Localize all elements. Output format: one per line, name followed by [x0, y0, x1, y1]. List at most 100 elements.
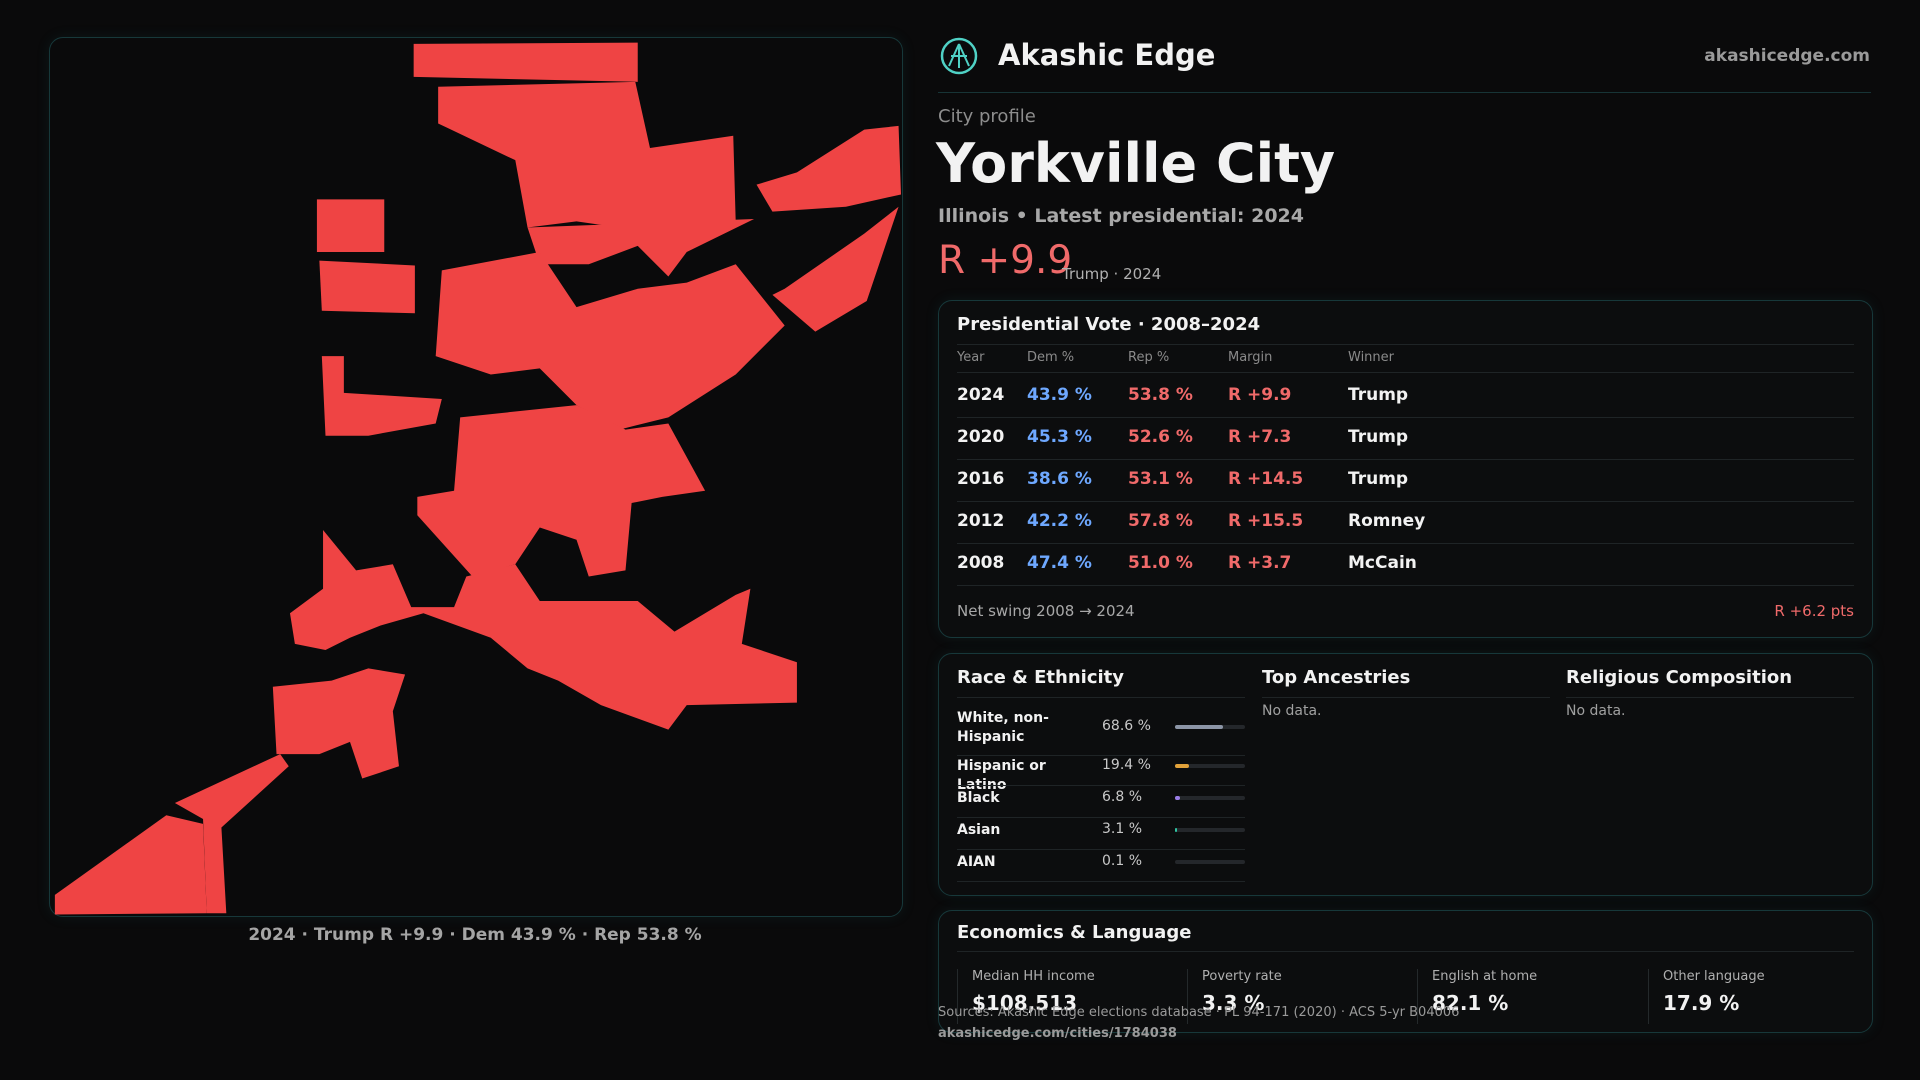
- cell: 57.8 %: [1128, 511, 1193, 531]
- cell: Romney: [1348, 511, 1426, 531]
- race-name: Black: [957, 790, 1000, 806]
- stat-label: English at home: [1432, 969, 1538, 984]
- vote-title: Presidential Vote · 2008–2024: [957, 314, 1261, 335]
- bar-track: [1175, 828, 1245, 832]
- stat-value: 17.9 %: [1663, 991, 1740, 1015]
- bar: [1175, 725, 1224, 729]
- vote-panel: Presidential Vote · 2008–2024 Year Dem % R…: [938, 300, 1873, 638]
- cell: 52.6 %: [1128, 427, 1193, 447]
- rule: [957, 881, 1245, 882]
- cell: 53.8 %: [1128, 385, 1193, 405]
- econ-title: Economics & Language: [957, 922, 1192, 943]
- ancestries-empty: No data.: [1262, 703, 1322, 719]
- precinct: [272, 668, 406, 779]
- rule: [957, 849, 1245, 850]
- cell: Trump: [1348, 469, 1409, 489]
- column-header: Year: [957, 350, 985, 365]
- cell: 43.9 %: [1027, 385, 1092, 405]
- precinct: [316, 199, 385, 253]
- logo: [940, 37, 978, 75]
- race-name: White, non-Hispanic: [957, 710, 1049, 745]
- cell: 51.0 %: [1128, 553, 1193, 573]
- source-url: akashicedge.com/cities/1784038: [938, 1026, 1177, 1041]
- stat-divider: [957, 969, 958, 1024]
- stat-divider: [1187, 969, 1188, 1024]
- column-header: Margin: [1228, 350, 1273, 365]
- cell: McCain: [1348, 553, 1417, 573]
- precinct: [438, 81, 736, 234]
- site: akashicedge.com: [1704, 46, 1870, 66]
- bar-track: [1175, 860, 1245, 864]
- precinct: [417, 405, 706, 577]
- cell: 53.1 %: [1128, 469, 1193, 489]
- cell: 2016: [957, 469, 1005, 489]
- stat-label: Median HH income: [972, 969, 1095, 984]
- cell: 45.3 %: [1027, 427, 1092, 447]
- stat-divider: [1417, 969, 1418, 1024]
- rule: [957, 755, 1245, 756]
- bar-track: [1175, 796, 1245, 800]
- demographics-panel: Race & Ethnicity White, non-Hispanic 68.6…: [938, 653, 1873, 896]
- cell: R +7.3: [1228, 427, 1292, 447]
- race-title: Race & Ethnicity: [957, 667, 1124, 688]
- cell: 42.2 %: [1027, 511, 1092, 531]
- cell: 2012: [957, 511, 1005, 531]
- race-value: 6.8 %: [1102, 789, 1143, 805]
- rule: [957, 459, 1854, 460]
- precinct: [54, 815, 207, 915]
- cell: 2020: [957, 427, 1005, 447]
- city-title: Yorkville City: [936, 132, 1336, 195]
- rule: [957, 697, 1245, 698]
- economics-panel: Economics & Language Median HH income $10…: [938, 910, 1873, 1033]
- stat-label: Poverty rate: [1202, 969, 1282, 984]
- race-value: 0.1 %: [1102, 853, 1143, 869]
- cell: R +9.9: [1228, 385, 1292, 405]
- rule: [1566, 697, 1854, 698]
- precinct: [319, 260, 415, 314]
- margin-note: Trump · 2024: [1062, 265, 1162, 283]
- precinct: [174, 754, 289, 914]
- bar-track: [1175, 764, 1245, 768]
- race-name: Asian: [957, 822, 1001, 838]
- precinct: [321, 356, 442, 436]
- stat-label: Other language: [1663, 969, 1765, 984]
- bar: [1175, 764, 1189, 768]
- header-rule: [938, 92, 1871, 93]
- column-header: Winner: [1348, 350, 1395, 365]
- brand: Akashic Edge: [998, 38, 1216, 72]
- cell: R +15.5: [1228, 511, 1304, 531]
- kicker: City profile: [938, 106, 1036, 127]
- cell: 2024: [957, 385, 1005, 405]
- map-panel: [49, 37, 903, 917]
- rule: [1262, 697, 1550, 698]
- rule: [957, 785, 1245, 786]
- cell: R +3.7: [1228, 553, 1292, 573]
- bar: [1175, 828, 1178, 832]
- cell: Trump: [1348, 427, 1409, 447]
- column-header: Dem %: [1027, 350, 1075, 365]
- rule: [957, 585, 1854, 586]
- cell: 2008: [957, 553, 1005, 573]
- religion-title: Religious Composition: [1566, 667, 1793, 688]
- cell: 47.4 %: [1027, 553, 1092, 573]
- subtitle: Illinois • Latest presidential: 2024: [938, 205, 1305, 227]
- cell: R +14.5: [1228, 469, 1304, 489]
- sources: Sources: Akashic Edge elections database…: [938, 1005, 1460, 1020]
- precinct: [772, 206, 899, 332]
- precinct: [289, 529, 797, 730]
- precinct: [756, 125, 902, 212]
- religion-empty: No data.: [1566, 703, 1626, 719]
- map-caption: 2024 · Trump R +9.9 · Dem 43.9 % · Rep 5…: [248, 925, 702, 945]
- rule: [957, 543, 1854, 544]
- precinct: [527, 218, 755, 277]
- race-name: AIAN: [957, 854, 996, 870]
- stat-divider: [1648, 969, 1649, 1024]
- rule: [957, 417, 1854, 418]
- precincts: [54, 42, 902, 915]
- rule: [957, 501, 1854, 502]
- rule: [957, 344, 1854, 345]
- cell: Trump: [1348, 385, 1409, 405]
- rule: [957, 951, 1854, 952]
- rule: [957, 372, 1854, 373]
